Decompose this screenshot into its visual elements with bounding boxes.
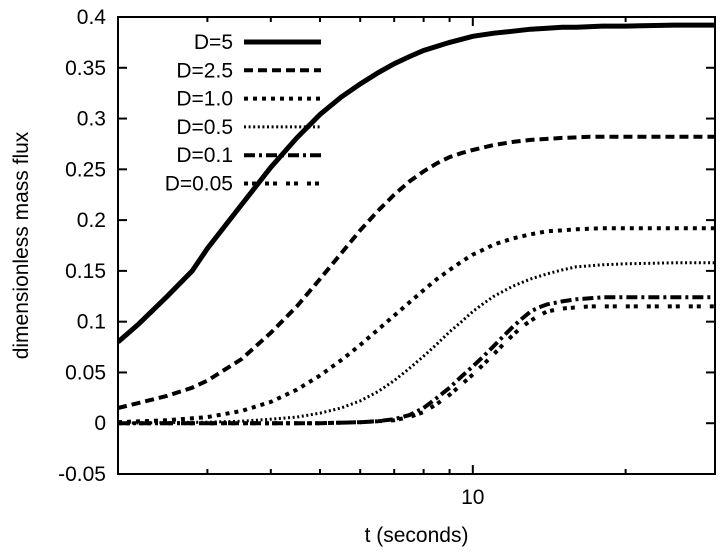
y-axis-label: dimensionless mass flux xyxy=(10,131,33,359)
legend-item-D=2.5: D=2.5 xyxy=(176,59,321,82)
legend-item-D=0.5: D=0.5 xyxy=(176,116,321,139)
curve-D=5 xyxy=(117,22,715,344)
legend-label-D=1.0: D=1.0 xyxy=(176,88,233,111)
y-tick-label-0: 0 xyxy=(94,412,106,435)
y-tick-label-0.25: 0.25 xyxy=(65,158,106,181)
legend-item-D=0.05: D=0.05 xyxy=(165,173,321,196)
y-tick-label-0.2: 0.2 xyxy=(77,209,106,232)
plot-frame xyxy=(117,16,716,475)
legend-item-D=0.1: D=0.1 xyxy=(176,144,321,167)
y-tick-label-0.4: 0.4 xyxy=(77,6,107,29)
curve-D=1.0 xyxy=(117,226,715,425)
legend-label-D=2.5: D=2.5 xyxy=(176,59,233,82)
y-tick-label-0.35: 0.35 xyxy=(65,57,106,80)
y-tick-label-0.05: 0.05 xyxy=(65,361,106,384)
legend-item-D=1.0: D=1.0 xyxy=(176,88,321,111)
curve-D=2.5 xyxy=(117,134,715,410)
y-tick-label-0.3: 0.3 xyxy=(77,108,106,131)
legend-label-D=0.5: D=0.5 xyxy=(176,116,233,139)
legend-item-D=5: D=5 xyxy=(194,31,321,54)
y-tick-label-0.15: 0.15 xyxy=(65,260,106,283)
y-tick-label--0.05: -0.05 xyxy=(58,463,106,486)
x-tick-label-10: 10 xyxy=(461,486,484,509)
curve-D=0.1 xyxy=(118,295,715,426)
legend-label-D=0.05: D=0.05 xyxy=(165,173,233,196)
y-tick-label-0.1: 0.1 xyxy=(77,311,106,334)
legend-label-D=0.1: D=0.1 xyxy=(176,144,233,167)
curve-D=0.05 xyxy=(118,304,715,426)
legend-label-D=5: D=5 xyxy=(194,31,233,54)
x-axis-label: t (seconds) xyxy=(365,524,469,547)
curve-D=0.5 xyxy=(117,261,715,425)
